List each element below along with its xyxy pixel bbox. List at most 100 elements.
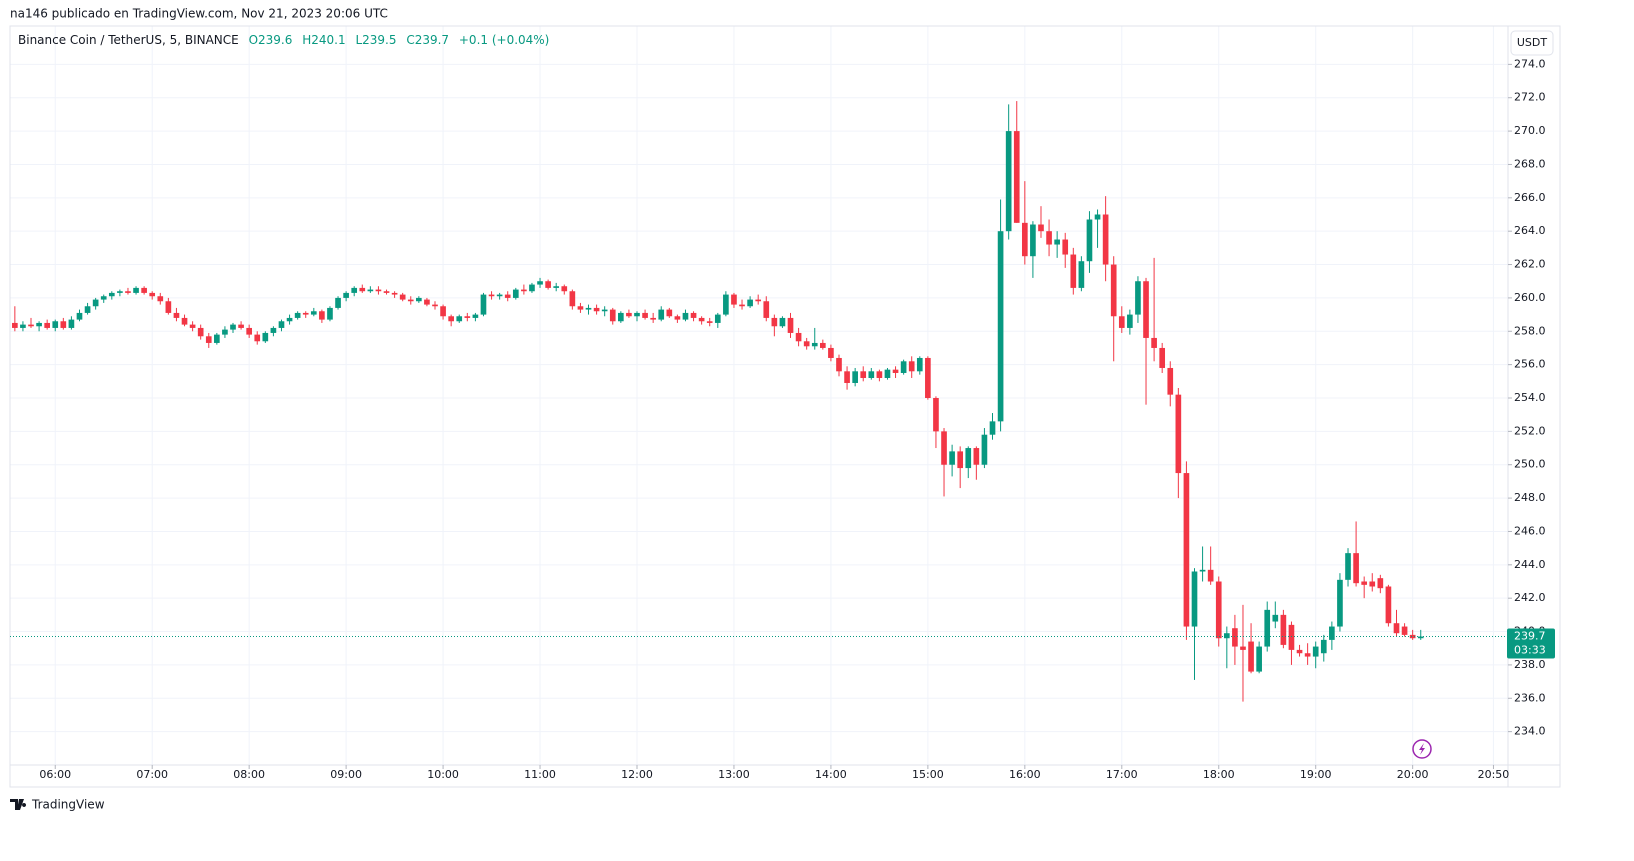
- candle-body: [860, 371, 867, 378]
- candle-body: [836, 357, 842, 372]
- candle-body: [496, 294, 503, 297]
- frame: [9, 25, 1561, 788]
- x-tick-label: 13:00: [718, 768, 750, 781]
- footer: TradingView: [31, 798, 105, 812]
- candle-body: [100, 296, 107, 300]
- candle-body: [1054, 239, 1060, 245]
- candle-body: [1135, 281, 1141, 315]
- x-tick-label: 15:00: [912, 768, 944, 781]
- legend: Binance Coin / TetherUS, 5, BINANCE O239…: [18, 33, 549, 47]
- candle-body: [230, 324, 236, 330]
- candle-body: [1118, 316, 1125, 328]
- candle-body: [593, 307, 600, 312]
- candle-body: [20, 324, 26, 328]
- candle-body: [1215, 581, 1222, 639]
- y-tick-label: 238.0: [1514, 658, 1546, 671]
- candle-body: [36, 322, 42, 327]
- x-tick-label: 18:00: [1203, 768, 1235, 781]
- candle-body: [682, 312, 689, 320]
- candle-body: [262, 332, 269, 342]
- x-tick-label: 08:00: [233, 768, 265, 781]
- x-tick-label: 10:00: [427, 768, 459, 781]
- candle-body: [997, 231, 1004, 422]
- candle-body: [892, 369, 899, 373]
- y-tick-label: 250.0: [1514, 458, 1546, 471]
- candle-body: [407, 299, 414, 302]
- candle-body: [1207, 569, 1214, 582]
- currency-button[interactable]: [1510, 30, 1554, 56]
- candle-body: [92, 299, 99, 307]
- candle-body: [1401, 626, 1408, 635]
- candle-body: [464, 316, 471, 318]
- candle-body: [28, 324, 34, 327]
- candle-body: [1304, 653, 1311, 657]
- candle-body: [1248, 641, 1254, 672]
- candle-body: [1167, 367, 1174, 395]
- x-tick-label: 14:00: [815, 768, 847, 781]
- candle-body: [1021, 222, 1028, 257]
- candle-body: [626, 312, 632, 317]
- candle-body: [908, 361, 915, 372]
- candle-body: [1272, 614, 1279, 622]
- candle-body: [1320, 639, 1327, 654]
- x-tick-label: 20:50: [1478, 768, 1510, 781]
- candle-body: [1143, 281, 1149, 338]
- candle-body: [1223, 633, 1230, 639]
- candle-body: [1070, 254, 1077, 288]
- candle-body: [367, 289, 374, 292]
- currency[interactable]: USDT: [1517, 36, 1548, 49]
- candle-body: [1030, 224, 1036, 257]
- candle-body: [84, 306, 91, 313]
- candle-body: [537, 281, 543, 285]
- candle-body: [391, 292, 398, 295]
- candle-body: [698, 317, 705, 322]
- x-tick-label: 06:00: [39, 768, 71, 781]
- candle-body: [1086, 219, 1093, 262]
- candle-body: [472, 314, 479, 318]
- candle-body: [375, 289, 382, 292]
- candle-body: [68, 319, 75, 328]
- candle-body: [310, 311, 317, 315]
- candle-body: [714, 314, 721, 323]
- alert-icon[interactable]: [1412, 739, 1432, 759]
- candle-body: [456, 316, 463, 322]
- candle-body: [1288, 624, 1295, 650]
- candle-body: [601, 309, 608, 312]
- candle-body: [205, 336, 212, 343]
- y-tick-label: 266.0: [1514, 191, 1546, 204]
- candle-body: [440, 306, 446, 317]
- candle-body: [1256, 646, 1262, 672]
- candle-body: [1151, 337, 1157, 348]
- y-tick-label: 264.0: [1514, 224, 1546, 237]
- y-tick-label: 262.0: [1514, 258, 1546, 271]
- y-tick-label: 268.0: [1514, 157, 1546, 170]
- candle-body: [811, 342, 818, 347]
- candle-body: [189, 324, 196, 328]
- header: na146 publicado en TradingView.com, Nov …: [10, 7, 388, 21]
- candle-body: [294, 312, 301, 318]
- legend-low: L239.5: [355, 33, 396, 47]
- candle-body: [254, 334, 261, 342]
- candle-body: [52, 321, 59, 328]
- candle-body: [76, 312, 83, 320]
- candle-body: [1353, 553, 1359, 584]
- y-tick-label: 244.0: [1514, 558, 1546, 571]
- candle-body: [763, 301, 770, 318]
- candle-body: [1417, 636, 1424, 639]
- candle-body: [965, 448, 972, 469]
- candle-body: [844, 371, 850, 383]
- x-tick-label: 16:00: [1009, 768, 1041, 781]
- candle-body: [1062, 239, 1069, 255]
- candle-body: [973, 448, 980, 465]
- candle-body: [512, 289, 519, 298]
- y-tick-label: 272.0: [1514, 91, 1546, 104]
- candle-body: [60, 321, 67, 328]
- candle-body: [634, 312, 640, 317]
- candle-body: [1005, 131, 1012, 232]
- candle-body: [1102, 214, 1109, 265]
- candle-body: [933, 398, 939, 432]
- candle-body: [1191, 571, 1198, 627]
- candle-body: [674, 316, 681, 320]
- candle-body: [706, 321, 713, 323]
- y-tick-label: 274.0: [1514, 57, 1546, 70]
